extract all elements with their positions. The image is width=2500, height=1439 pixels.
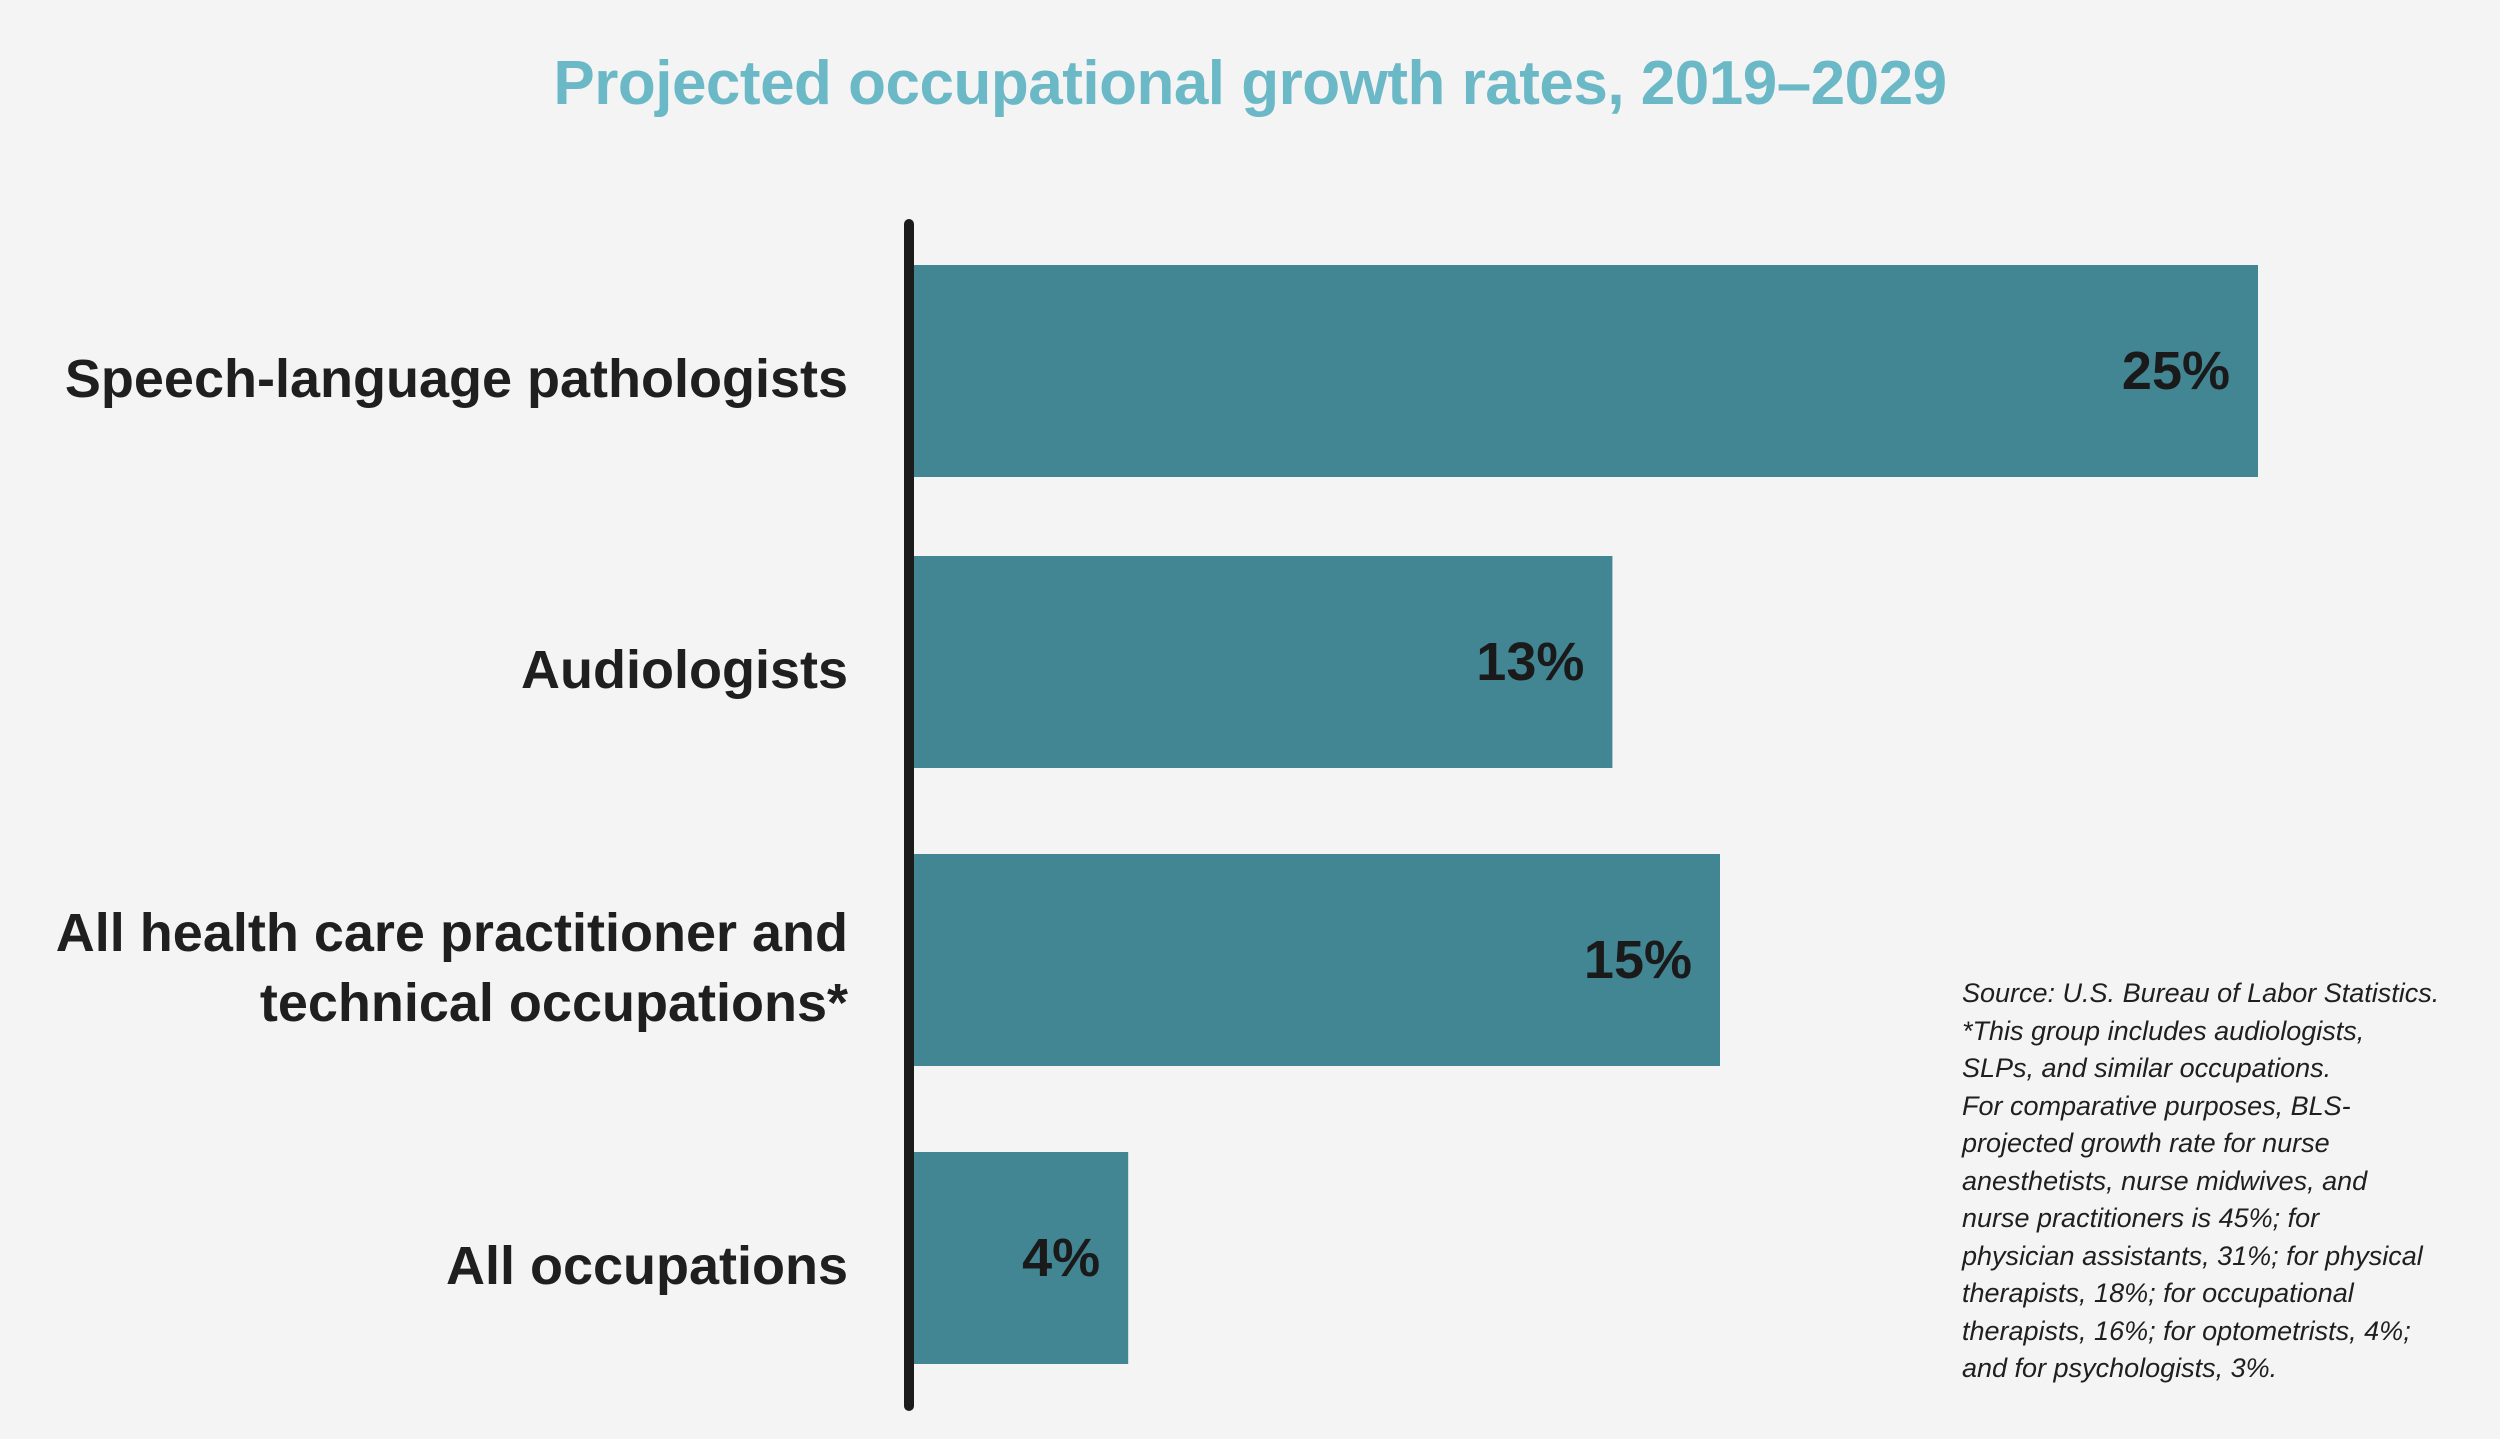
bars-layer <box>913 265 2258 1364</box>
source-note-line: nurse practitioners is 45%; for <box>1962 1203 2320 1233</box>
bar-value-label: 25% <box>2122 341 2230 401</box>
category-label: All health care practitioner and <box>56 903 848 963</box>
bar-value-label: 15% <box>1584 930 1692 990</box>
category-label: All occupations <box>446 1236 848 1296</box>
source-note-line: physician assistants, 31%; for physical <box>1962 1240 2423 1271</box>
bar-2 <box>913 556 1613 768</box>
bar-3 <box>913 854 1720 1066</box>
bar-value-label: 13% <box>1476 632 1584 692</box>
category-label: Audiologists <box>521 640 848 700</box>
chart-title: Projected occupational growth rates, 201… <box>553 49 1947 118</box>
source-note-line: projected growth rate for nurse <box>1962 1128 2330 1158</box>
source-note-line: SLPs, and similar occupations. <box>1962 1053 2332 1083</box>
category-label: technical occupations* <box>260 973 848 1033</box>
source-note-line: anesthetists, nurse midwives, and <box>1962 1165 2368 1196</box>
source-note: Source: U.S. Bureau of Labor Statistics.… <box>1962 975 2462 1388</box>
bar-4 <box>913 1152 1129 1364</box>
bar-value-label: 4% <box>1022 1228 1100 1288</box>
source-note-line: For comparative purposes, BLS- <box>1962 1090 2351 1121</box>
source-note-line: *This group includes audiologists, <box>1962 1015 2365 1046</box>
bar-1 <box>913 265 2258 477</box>
source-note-line: and for psychologists, 3%. <box>1962 1353 2278 1383</box>
source-note-line: therapists, 16%; for optometrists, 4%; <box>1962 1315 2411 1346</box>
source-note-line: therapists, 18%; for occupational <box>1962 1278 2354 1308</box>
category-label: Speech-language pathologists <box>65 349 848 409</box>
source-note-line: Source: U.S. Bureau of Labor Statistics. <box>1962 978 2440 1008</box>
labels-layer: 25% Speech-language pathologists 13% Audiol… <box>56 341 2230 1296</box>
